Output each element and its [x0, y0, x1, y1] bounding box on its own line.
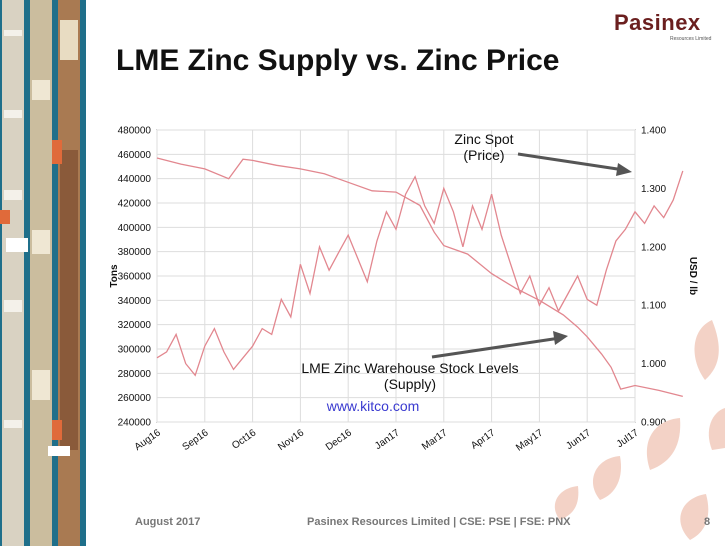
right-tick-label: 1.100 [641, 301, 666, 312]
left-tick-label: 480000 [118, 126, 152, 137]
page-number: 8 [704, 516, 711, 528]
footer-company: Pasinex Resources Limited | CSE: PSE | F… [307, 516, 571, 528]
x-tick-label: Aug16 [133, 427, 163, 453]
x-tick-label: Jun17 [564, 427, 593, 452]
left-tick-label: 320000 [118, 320, 152, 331]
series-lines [156, 157, 684, 398]
stock-arrow [431, 336, 561, 359]
x-tick-label: Oct16 [230, 427, 259, 452]
logo-text: Pasinex [614, 10, 701, 35]
left-tick-label: 440000 [118, 174, 152, 185]
left-tick-label: 380000 [118, 247, 152, 258]
stock-annotation-line2: (Supply) [384, 376, 436, 392]
source-label: www.kitco.com [326, 398, 420, 414]
stock-arrow-head [553, 331, 568, 345]
x-tick-label: Sep16 [181, 427, 211, 453]
right-tick-label: 1.200 [641, 242, 666, 253]
left-tick-label: 400000 [118, 223, 152, 234]
stock-annotation-line1: LME Zinc Warehouse Stock Levels [301, 360, 518, 376]
left-tick-label: 420000 [118, 199, 152, 210]
logo-subtext: Resources Limited [670, 36, 712, 42]
grid-lines [156, 129, 636, 423]
x-tick-label: Apr17 [469, 427, 498, 452]
x-tick-label: Nov16 [276, 427, 306, 453]
left-axis-title: Tons [109, 264, 120, 288]
price-arrow [517, 152, 625, 172]
company-logo: Pasinex Resources Limited [608, 8, 718, 50]
left-tick-label: 360000 [118, 272, 152, 283]
drill-core-photo [0, 0, 86, 546]
left-tick-label: 260000 [118, 393, 152, 404]
right-tick-label: 0.900 [641, 418, 666, 429]
right-tick-label: 1.000 [641, 359, 666, 370]
x-tick-label: Mar17 [420, 427, 450, 453]
slide-title: LME Zinc Supply vs. Zinc Price [116, 44, 560, 77]
left-tick-label: 240000 [118, 418, 152, 429]
zinc-stock-line [156, 157, 683, 398]
price-arrow-head [616, 163, 632, 176]
right-tick-label: 1.300 [641, 184, 666, 195]
right-axis-title: USD / lb [687, 257, 698, 295]
price-annotation-line2: (Price) [463, 147, 504, 163]
x-tick-label: Jul17 [615, 427, 641, 450]
drill-core-graphic [0, 0, 86, 546]
price-annotation-line1: Zinc Spot [454, 131, 513, 147]
left-tick-label: 300000 [118, 345, 152, 356]
left-tick-label: 280000 [118, 369, 152, 380]
x-tick-label: Jan17 [373, 427, 402, 452]
right-tick-label: 1.400 [641, 126, 666, 137]
x-tick-label: Dec16 [324, 427, 354, 453]
left-tick-label: 340000 [118, 296, 152, 307]
x-tick-label: May17 [514, 427, 545, 453]
zinc-price-line [156, 170, 684, 377]
footer-date: August 2017 [135, 516, 201, 528]
left-tick-label: 460000 [118, 150, 152, 161]
